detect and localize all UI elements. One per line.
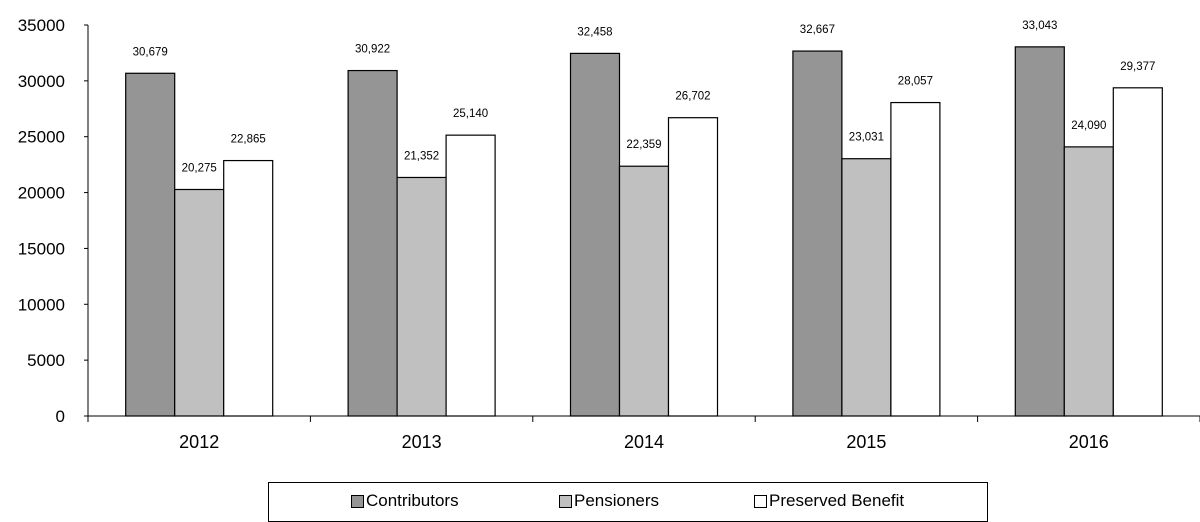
data-label: 33,043 xyxy=(1022,20,1057,32)
x-tick-label: 2012 xyxy=(179,432,219,452)
data-label: 26,702 xyxy=(675,91,710,103)
y-tick-label: 15000 xyxy=(18,239,65,258)
legend-label-preserved-benefit: Preserved Benefit xyxy=(769,491,905,510)
bar xyxy=(1014,46,1065,417)
x-tick-label: 2013 xyxy=(402,432,442,452)
y-tick-label: 5000 xyxy=(27,351,65,370)
bar xyxy=(125,72,176,417)
data-label: 20,275 xyxy=(182,162,217,174)
y-tick-label: 0 xyxy=(56,407,65,426)
data-label: 30,679 xyxy=(133,46,168,58)
y-tick-label: 20000 xyxy=(18,184,65,203)
bar xyxy=(667,117,719,417)
legend-swatch-contributors xyxy=(351,494,364,508)
legend-item-preserved-benefit: Preserved Benefit xyxy=(754,491,904,511)
data-label: 21,352 xyxy=(404,150,439,162)
legend-swatch-preserved-benefit xyxy=(754,494,767,508)
bar xyxy=(890,101,941,417)
legend-label-contributors: Contributors xyxy=(366,491,459,510)
bar xyxy=(174,188,225,417)
data-label: 32,458 xyxy=(577,26,612,38)
y-tick-label: 35000 xyxy=(18,16,65,35)
y-tick-label: 10000 xyxy=(18,295,65,314)
legend-swatch-pensioners xyxy=(559,494,572,508)
x-tick-label: 2014 xyxy=(624,432,664,452)
data-label: 22,359 xyxy=(626,139,661,151)
bar xyxy=(223,159,274,417)
bar-chart: 0 5000 10000 15000 20000 25000 30000 35000 30,67… xyxy=(18,16,1200,452)
x-tick-label: 2016 xyxy=(1069,432,1109,452)
x-tick-label: 2015 xyxy=(846,432,886,452)
bar xyxy=(445,134,496,417)
legend-item-contributors: Contributors xyxy=(351,491,459,511)
data-label: 24,090 xyxy=(1071,120,1106,132)
data-label: 28,057 xyxy=(898,76,933,88)
y-tick-label: 25000 xyxy=(18,128,65,147)
data-label: 30,922 xyxy=(355,44,390,56)
data-label: 29,377 xyxy=(1120,61,1155,73)
chart-legend: Contributors Pensioners Preserved Benefi… xyxy=(268,482,988,522)
bar xyxy=(1112,87,1163,417)
bar xyxy=(841,158,892,417)
data-label: 32,667 xyxy=(800,24,835,36)
y-tick-label: 30000 xyxy=(18,72,65,91)
bar xyxy=(792,50,843,417)
legend-item-pensioners: Pensioners xyxy=(559,491,659,511)
bar xyxy=(569,52,621,417)
data-label: 25,140 xyxy=(453,108,488,120)
bar xyxy=(347,69,398,417)
data-label: 23,031 xyxy=(849,132,884,144)
bar xyxy=(618,165,670,417)
bar xyxy=(396,176,447,417)
bar xyxy=(1063,146,1114,417)
legend-label-pensioners: Pensioners xyxy=(574,491,660,510)
data-label: 22,865 xyxy=(231,134,266,146)
